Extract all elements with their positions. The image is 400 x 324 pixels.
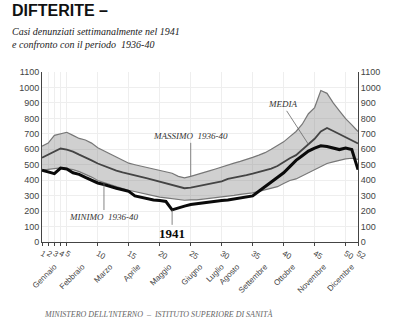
svg-text:800: 800 [361,114,376,124]
svg-text:500: 500 [361,160,376,170]
svg-text:Marzo: Marzo [92,262,114,284]
svg-text:25: 25 [188,249,201,262]
svg-text:300: 300 [24,191,39,201]
svg-text:0: 0 [34,237,39,247]
svg-text:5: 5 [64,249,73,259]
svg-text:Settembre: Settembre [237,262,270,295]
svg-text:100: 100 [24,222,39,232]
svg-text:Ottobre: Ottobre [272,262,298,288]
svg-text:1100: 1100 [361,67,380,77]
svg-text:900: 900 [361,98,376,108]
svg-text:MINIMO 1936-40: MINIMO 1936-40 [69,212,138,222]
svg-text:Agosto: Agosto [217,262,241,286]
svg-text:3: 3 [51,249,60,259]
svg-text:DIFTERITE –: DIFTERITE – [12,2,108,19]
svg-text:50: 50 [343,249,356,262]
svg-text:MEDIA: MEDIA [268,99,297,109]
svg-text:500: 500 [24,160,39,170]
svg-text:400: 400 [24,175,39,185]
svg-text:2: 2 [45,249,54,259]
svg-text:40: 40 [281,249,294,262]
svg-text:4: 4 [58,249,67,259]
svg-text:Febbraio: Febbraio [58,262,87,291]
svg-text:800: 800 [24,114,39,124]
svg-text:Casi denunziati settimanalment: Casi denunziati settimanalmente nel 1941… [12,26,180,50]
svg-text:600: 600 [361,144,376,154]
svg-text:1100: 1100 [20,67,39,77]
svg-text:600: 600 [24,144,39,154]
svg-text:Aprile: Aprile [121,262,142,283]
svg-text:1000: 1000 [19,83,39,93]
svg-text:15: 15 [126,249,139,262]
svg-text:35: 35 [250,249,263,262]
svg-text:45: 45 [312,249,325,262]
svg-text:Giugno: Giugno [180,262,205,287]
svg-text:900: 900 [24,98,39,108]
svg-text:100: 100 [361,222,376,232]
svg-text:700: 700 [24,129,39,139]
svg-text:Dicembre: Dicembre [325,262,356,293]
svg-text:200: 200 [24,206,39,216]
svg-text:20: 20 [157,249,170,262]
svg-text:700: 700 [361,129,376,139]
svg-text:1: 1 [39,249,48,259]
svg-text:Maggio: Maggio [148,262,173,287]
svg-text:1941: 1941 [159,226,185,241]
svg-text:400: 400 [361,175,376,185]
svg-text:1000: 1000 [361,83,381,93]
svg-text:30: 30 [219,249,232,262]
svg-text:MASSIMO 1936-40: MASSIMO 1936-40 [153,131,228,141]
svg-text:Novembre: Novembre [296,262,329,295]
svg-text:Luglio: Luglio [204,262,226,284]
svg-text:0: 0 [361,237,366,247]
svg-text:200: 200 [361,206,376,216]
svg-text:Gennaio: Gennaio [31,262,59,290]
svg-text:MINISTERO DELL'INTERNO – IST: MINISTERO DELL'INTERNO – ISTITUTO SUPERI… [44,309,272,319]
svg-text:10: 10 [95,249,108,262]
svg-text:52: 52 [355,249,368,262]
svg-text:300: 300 [361,191,376,201]
